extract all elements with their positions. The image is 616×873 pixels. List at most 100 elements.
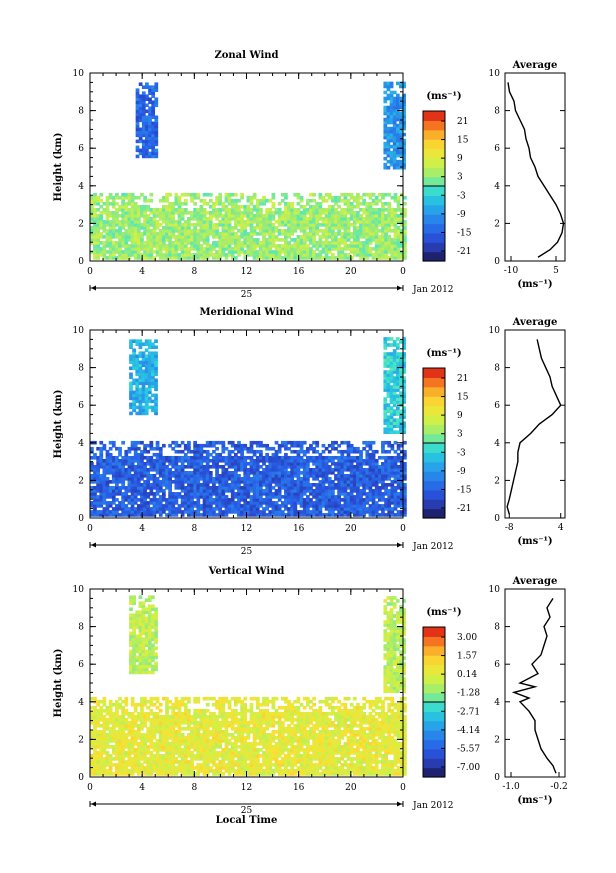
heatmap-cell <box>143 474 147 478</box>
heatmap-cell <box>390 238 395 242</box>
heatmap-cell <box>174 471 179 475</box>
heatmap-cell <box>299 483 304 487</box>
heatmap-cell <box>193 238 198 242</box>
heatmap-cell <box>371 192 376 197</box>
heatmap-cell <box>290 250 295 254</box>
heatmap-cell <box>287 214 291 218</box>
heatmap-cell <box>154 384 158 389</box>
heatmap-cell <box>118 513 122 517</box>
heatmap-cell <box>237 229 241 233</box>
heatmap-cell <box>124 467 129 472</box>
heatmap-cell <box>299 489 304 493</box>
heatmap-cell <box>127 507 132 511</box>
heatmap-cell <box>151 85 156 90</box>
heatmap-cell <box>135 124 140 129</box>
heatmap-cell <box>343 461 348 466</box>
heatmap-cell <box>230 458 235 463</box>
heatmap-cell <box>136 207 141 212</box>
heatmap-cell <box>240 504 244 508</box>
heatmap-cell <box>299 223 304 227</box>
heatmap-cell <box>90 464 94 469</box>
heatmap-cell <box>140 244 144 248</box>
heatmap-cell <box>154 142 159 147</box>
heatmap-cell <box>384 461 388 466</box>
heatmap-cell <box>205 250 210 254</box>
heatmap-cell <box>102 443 107 448</box>
heatmap-cell <box>141 127 146 132</box>
heatmap-cell <box>208 229 213 233</box>
heatmap-cell <box>293 471 298 475</box>
heatmap-cell <box>368 247 373 251</box>
heatmap-cell <box>132 616 136 621</box>
heatmap-cell <box>293 223 298 227</box>
heatmap-cell <box>296 192 301 197</box>
heatmap-cell <box>399 492 404 496</box>
heatmap-cell <box>199 232 204 236</box>
heatmap-cell <box>218 513 223 517</box>
heatmap-cell <box>340 467 345 472</box>
heatmap-cell <box>218 464 223 469</box>
heatmap-cell <box>144 357 149 362</box>
heatmap-cell <box>359 483 363 487</box>
heatmap-cell <box>352 226 357 230</box>
heatmap-cell <box>161 471 166 475</box>
heatmap-cell <box>193 492 198 496</box>
heatmap-cell <box>99 235 104 239</box>
heatmap-cell <box>233 480 238 484</box>
heatmap-cell <box>284 455 288 460</box>
heatmap-cell <box>177 495 182 499</box>
heatmap-cell <box>199 244 204 248</box>
heatmap-cell <box>249 253 254 257</box>
heatmap-cell <box>252 244 257 248</box>
heatmap-cell <box>90 195 94 200</box>
heatmap-cell <box>224 247 229 251</box>
heatmap-cell <box>146 443 151 448</box>
heatmap-cell <box>331 467 335 472</box>
heatmap-cell <box>271 501 276 505</box>
heatmap-cell <box>381 229 385 233</box>
colorbar-label: 3 <box>457 430 463 440</box>
heatmap-cell <box>233 226 238 230</box>
heatmap-cell <box>168 513 172 517</box>
heatmap-cell <box>381 214 385 218</box>
heatmap-cell <box>362 507 367 511</box>
heatmap-cell <box>296 452 301 457</box>
heatmap-cell <box>389 424 394 428</box>
heatmap-cell <box>121 464 126 469</box>
heatmap-cell <box>399 486 404 490</box>
heatmap-cell <box>161 220 166 224</box>
heatmap-cell <box>146 461 151 466</box>
heatmap-cell <box>158 464 163 469</box>
heatmap-cell <box>118 501 122 505</box>
heatmap-cell <box>155 238 160 242</box>
heatmap-cell <box>389 159 394 164</box>
heatmap-cell <box>371 220 376 224</box>
heatmap-cell <box>149 247 154 251</box>
heatmap-cell <box>403 467 407 472</box>
heatmap-cell <box>374 504 379 508</box>
heatmap-cell <box>268 232 273 236</box>
heatmap-cell <box>402 150 406 155</box>
heatmap-cell <box>386 117 391 122</box>
heatmap-cell <box>240 217 244 221</box>
heatmap-cell <box>352 458 357 463</box>
heatmap-cell <box>221 449 226 454</box>
heatmap-cell <box>365 458 370 463</box>
heatmap-cell <box>146 492 151 496</box>
heatmap-cell <box>365 477 370 481</box>
heatmap-cell <box>227 226 232 230</box>
heatmap-cell <box>115 235 119 239</box>
heatmap-cell <box>240 467 244 472</box>
heatmap-cell <box>374 250 379 254</box>
heatmap-cell <box>284 232 288 236</box>
heatmap-cell <box>144 402 149 407</box>
heatmap-cell <box>196 498 201 502</box>
heatmap-cell <box>393 461 398 466</box>
heatmap-cell <box>193 440 198 445</box>
heatmap-cell <box>399 220 404 224</box>
heatmap-cell <box>168 226 172 230</box>
heatmap-cell <box>296 510 301 514</box>
heatmap-cell <box>138 130 143 135</box>
heatmap-cell <box>284 483 288 487</box>
heatmap-cell <box>161 238 166 242</box>
